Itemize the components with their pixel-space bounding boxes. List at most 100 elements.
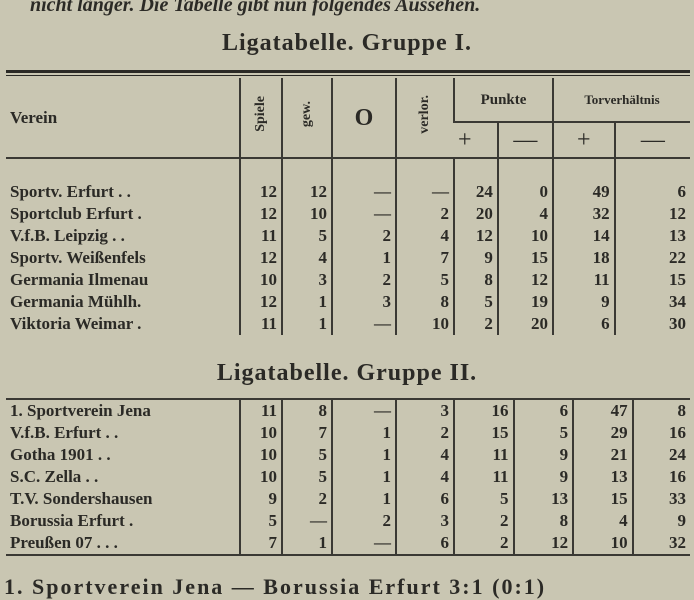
- table-cell: 9: [453, 247, 498, 269]
- table-cell: 11: [239, 313, 282, 335]
- table-cell: 2: [281, 488, 332, 510]
- header-plus: +: [552, 122, 615, 158]
- table-cell: 15: [572, 488, 633, 510]
- club-name: Germania Ilmenau: [10, 270, 149, 289]
- table-cell: 8: [512, 510, 574, 532]
- table-cell: 4: [395, 225, 454, 247]
- table-cell: 7: [395, 247, 454, 269]
- table-cell: 5: [512, 422, 574, 444]
- table-cell: —: [331, 313, 396, 335]
- rule: [6, 70, 690, 76]
- club-name: Borussia Erfurt .: [10, 511, 134, 530]
- header-played: Spiele: [253, 96, 268, 132]
- table-row: T.V. Sondershausen 9 2 1 6 5 13 15 33: [6, 488, 690, 510]
- table-cell: 24: [631, 444, 690, 466]
- table-cell: 12: [453, 225, 498, 247]
- table-cell: 13: [572, 466, 633, 488]
- table-cell: 10: [395, 313, 454, 335]
- table-cell: 7: [281, 422, 332, 444]
- table-cell: 11: [239, 400, 282, 422]
- table-cell: 3: [395, 400, 454, 422]
- table-cell: 15: [613, 269, 690, 291]
- table-cell: 7: [239, 532, 282, 555]
- table-cell: 1: [281, 313, 332, 335]
- table-cell: 16: [453, 400, 514, 422]
- table-row: Germania Ilmenau 10 3 2 5 8 12 11 15: [6, 269, 690, 291]
- table-cell: 4: [496, 203, 554, 225]
- table-cell: 11: [239, 225, 282, 247]
- table-cell: 5: [281, 466, 332, 488]
- table-cell: 3: [281, 269, 332, 291]
- table-cell: 3: [395, 510, 454, 532]
- table-cell: 30: [613, 313, 690, 335]
- header-minus: —: [496, 122, 554, 158]
- table-cell: 4: [395, 466, 454, 488]
- table-cell: 6: [395, 488, 454, 510]
- table-cell: 29: [572, 422, 633, 444]
- table-cell: 18: [552, 247, 615, 269]
- header-points: Punkte: [452, 78, 554, 123]
- header-lost: verlor.: [417, 94, 432, 134]
- table-cell: 10: [572, 532, 633, 555]
- club-name: Germania Mühlh.: [10, 292, 142, 311]
- table-cell: 9: [239, 488, 282, 510]
- table-cell: 20: [496, 313, 554, 335]
- table-cell: 2: [331, 269, 396, 291]
- intro: nicht länger. Die Tabelle gibt nun folge…: [30, 0, 481, 16]
- table-cell: 22: [613, 247, 690, 269]
- table-cell: 9: [512, 444, 574, 466]
- table-cell: 12: [239, 247, 282, 269]
- table-cell: 10: [281, 203, 332, 225]
- table-cell: 6: [552, 313, 615, 335]
- table-row: Sportv. Weißenfels 12 4 1 7 9 15 18 22: [6, 247, 690, 269]
- table-cell: —: [281, 510, 332, 532]
- header-plus: +: [458, 127, 472, 153]
- table-cell: 4: [572, 510, 633, 532]
- club-name: S.C. Zella . .: [10, 467, 99, 486]
- table-cell: 11: [453, 444, 514, 466]
- table-cell: 10: [239, 444, 282, 466]
- table-cell: 4: [281, 247, 332, 269]
- club-name: V.f.B. Erfurt . .: [10, 423, 119, 442]
- club-name: Gotha 1901 . .: [10, 445, 111, 464]
- group-title: Ligatabelle. Gruppe I.: [221, 30, 472, 56]
- footer: 1. Sportverein Jena — Borussia Erfurt 3:…: [4, 574, 547, 599]
- table-cell: 9: [512, 466, 574, 488]
- table-cell: 12: [512, 532, 574, 555]
- table-cell: 20: [453, 203, 498, 225]
- table-cell: —: [331, 203, 396, 225]
- table-row: S.C. Zella . . 10 5 1 4 11 9 13 16: [6, 466, 690, 488]
- table-cell: 15: [453, 422, 514, 444]
- table-cell: 13: [512, 488, 574, 510]
- league-table: Verein Spiele gew. O verlor. Punkte Torv…: [6, 78, 690, 335]
- table-cell: 19: [496, 291, 554, 313]
- table-cell: 11: [453, 466, 514, 488]
- table-row: V.f.B. Leipzig . . 11 5 2 4 12 10 14 13: [6, 225, 690, 247]
- table-cell: 5: [281, 444, 332, 466]
- table-cell: —: [331, 181, 396, 203]
- header-club: Verein: [10, 107, 58, 127]
- table-cell: 1: [281, 532, 332, 555]
- table-cell: —: [331, 532, 396, 555]
- table-cell: 2: [453, 510, 514, 532]
- table-cell: 32: [631, 532, 690, 555]
- table-cell: 8: [395, 291, 454, 313]
- table-cell: 33: [631, 488, 690, 510]
- group-title: Ligatabelle. Gruppe II.: [216, 360, 478, 386]
- club-name: Preußen 07 . . .: [10, 533, 118, 552]
- table-cell: 16: [631, 422, 690, 444]
- table-cell: 34: [613, 291, 690, 313]
- table-row: V.f.B. Erfurt . . 10 7 1 2 15 5 29 16: [6, 422, 690, 444]
- table-cell: 2: [453, 532, 514, 555]
- table-row: Preußen 07 . . . 7 1—6 2 12 10 32: [6, 532, 690, 555]
- table-cell: 49: [552, 181, 615, 203]
- table-cell: 32: [552, 203, 615, 225]
- table-cell: 14: [552, 225, 615, 247]
- table-cell: 1: [331, 247, 396, 269]
- table-cell: 10: [239, 466, 282, 488]
- table-cell: 0: [496, 181, 554, 203]
- table-cell: 8: [453, 269, 498, 291]
- table-cell: 2: [331, 225, 396, 247]
- club-name: Sportv. Weißenfels: [10, 248, 146, 267]
